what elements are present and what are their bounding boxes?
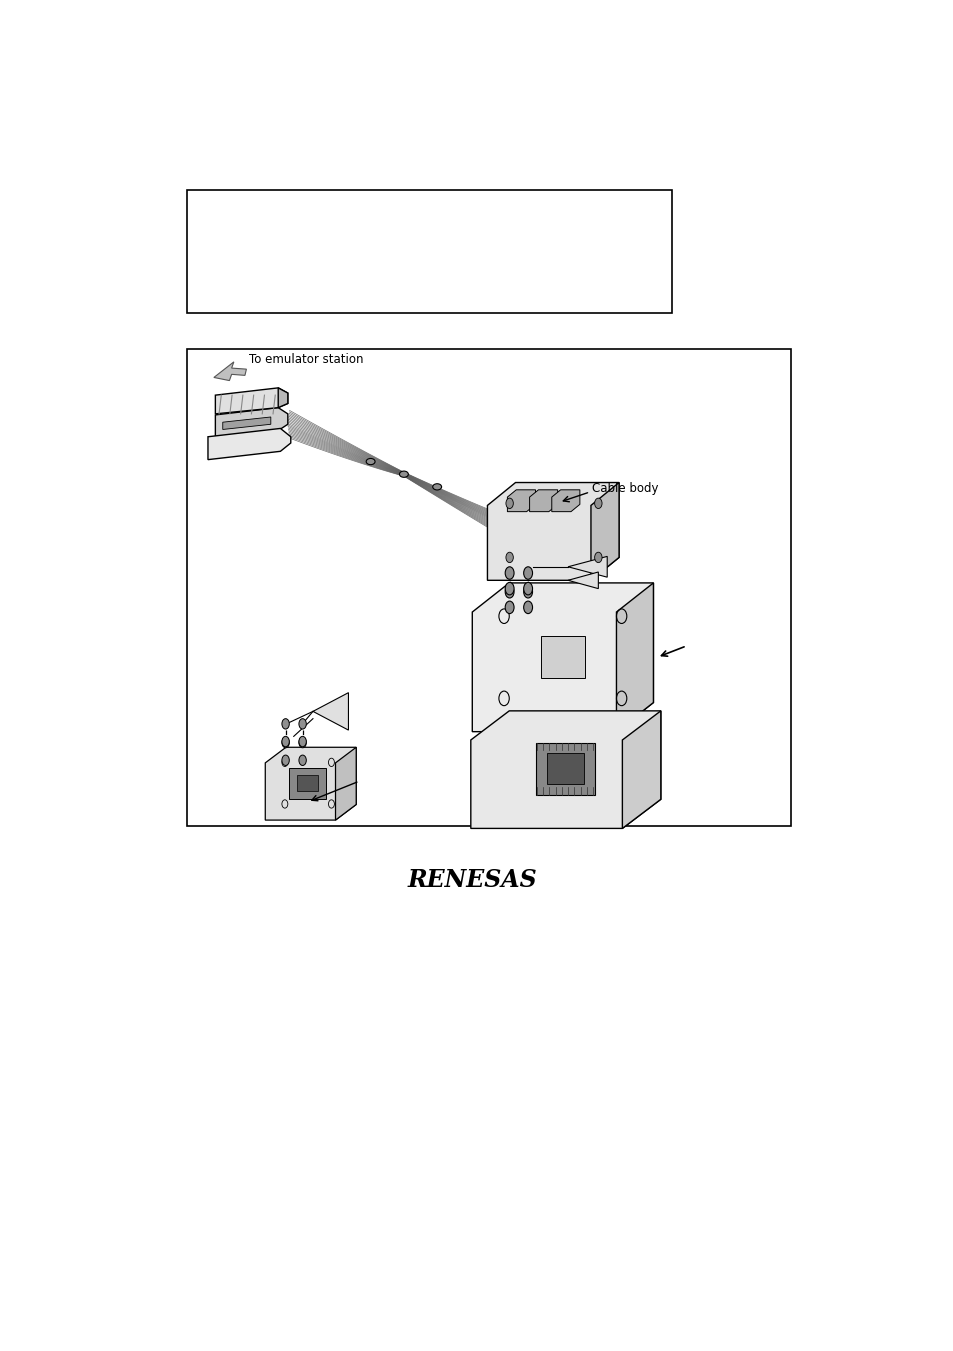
Polygon shape xyxy=(471,711,660,828)
Polygon shape xyxy=(208,428,291,459)
Circle shape xyxy=(594,499,601,508)
Polygon shape xyxy=(535,743,594,794)
Bar xyxy=(187,350,790,825)
Circle shape xyxy=(523,582,532,594)
Ellipse shape xyxy=(366,458,375,465)
Polygon shape xyxy=(215,408,288,436)
Polygon shape xyxy=(567,557,606,577)
Text: Cable body: Cable body xyxy=(592,482,659,494)
Polygon shape xyxy=(616,582,653,732)
Polygon shape xyxy=(278,388,288,408)
Circle shape xyxy=(505,585,514,598)
Circle shape xyxy=(505,499,513,508)
Polygon shape xyxy=(507,490,535,512)
Ellipse shape xyxy=(399,471,408,477)
Polygon shape xyxy=(297,775,317,792)
Bar xyxy=(187,190,671,313)
Circle shape xyxy=(282,738,289,748)
Circle shape xyxy=(298,755,306,766)
Circle shape xyxy=(282,719,289,730)
Polygon shape xyxy=(621,711,660,828)
Circle shape xyxy=(282,755,289,766)
Polygon shape xyxy=(546,753,583,784)
Circle shape xyxy=(594,553,601,562)
Polygon shape xyxy=(213,362,246,381)
Circle shape xyxy=(282,736,289,747)
Circle shape xyxy=(523,567,532,580)
Circle shape xyxy=(298,736,306,747)
Circle shape xyxy=(523,585,532,598)
Polygon shape xyxy=(472,582,653,732)
Polygon shape xyxy=(222,417,271,430)
Circle shape xyxy=(505,601,514,613)
Circle shape xyxy=(505,582,514,594)
Polygon shape xyxy=(487,482,618,581)
Text: RENESAS: RENESAS xyxy=(408,867,537,892)
Circle shape xyxy=(298,719,306,730)
Ellipse shape xyxy=(433,484,441,490)
Polygon shape xyxy=(265,747,355,820)
Polygon shape xyxy=(567,571,598,589)
Polygon shape xyxy=(551,490,579,512)
Polygon shape xyxy=(590,482,618,581)
Polygon shape xyxy=(335,747,355,820)
Circle shape xyxy=(523,601,532,613)
Polygon shape xyxy=(215,388,288,413)
Polygon shape xyxy=(540,636,584,678)
Polygon shape xyxy=(529,490,558,512)
Circle shape xyxy=(298,738,306,748)
Circle shape xyxy=(505,567,514,580)
Polygon shape xyxy=(288,767,325,798)
Text: To emulator station: To emulator station xyxy=(249,353,363,366)
Circle shape xyxy=(505,553,513,562)
Polygon shape xyxy=(313,693,348,730)
